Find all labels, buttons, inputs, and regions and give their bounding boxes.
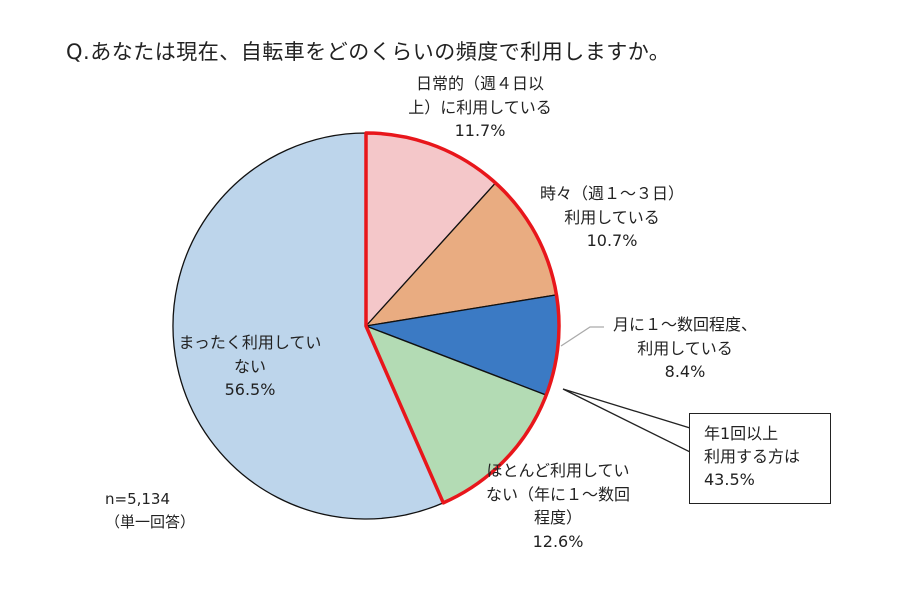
answer-type: （単一回答）: [105, 513, 196, 531]
callout-line: 利用する方は: [704, 447, 801, 466]
label-line: 利用している: [564, 207, 660, 227]
label-line: ほとんど利用してい: [486, 461, 630, 480]
leader-line: [560, 326, 604, 347]
data-label: 12.6%: [532, 531, 584, 551]
chart-title: Q.あなたは現在、自転車をどのくらいの頻度で利用しますか。: [66, 40, 671, 64]
sample-size: n=5,134: [105, 490, 171, 508]
label-line: 月に１～数回程度、: [612, 315, 758, 334]
slice-label-never: まったく利用してい ない 56.5%: [179, 331, 322, 402]
callout-value: 43.5%: [704, 470, 755, 489]
slice-label-daily: 日常的（週４日以 上）に利用している 11.7%: [408, 72, 552, 143]
data-label: 11.7%: [454, 121, 506, 140]
data-label: 56.5%: [224, 380, 276, 399]
slice-label-rarely: ほとんど利用してい ない（年に１～数回 程度） 12.6%: [486, 459, 630, 553]
callout-line: 年1回以上: [704, 424, 779, 443]
label-line: ない: [233, 356, 267, 376]
label-line: まったく利用してい: [178, 333, 322, 352]
slice-label-monthly: 月に１～数回程度、 利用している 8.4%: [613, 313, 757, 384]
label-line: 時々（週１～３日）: [539, 184, 685, 203]
data-label: 10.7%: [586, 231, 638, 250]
slice-label-sometimes: 時々（週１～３日） 利用している 10.7%: [540, 182, 684, 253]
callout-pointer: [562, 388, 691, 454]
callout-box: 年1回以上 利用する方は 43.5%: [689, 413, 831, 504]
label-line: ない（年に１～数回: [485, 484, 631, 504]
label-line: 程度）: [533, 508, 583, 527]
data-label: 8.4%: [664, 362, 706, 381]
label-line: 上）に利用している: [408, 97, 552, 117]
label-line: 日常的（週４日以: [415, 74, 544, 93]
highlight-outline: [364, 131, 561, 505]
label-line: 利用している: [637, 338, 733, 358]
sample-note: n=5,134 （単一回答）: [105, 488, 195, 534]
pie-slice-4: [172, 132, 445, 520]
